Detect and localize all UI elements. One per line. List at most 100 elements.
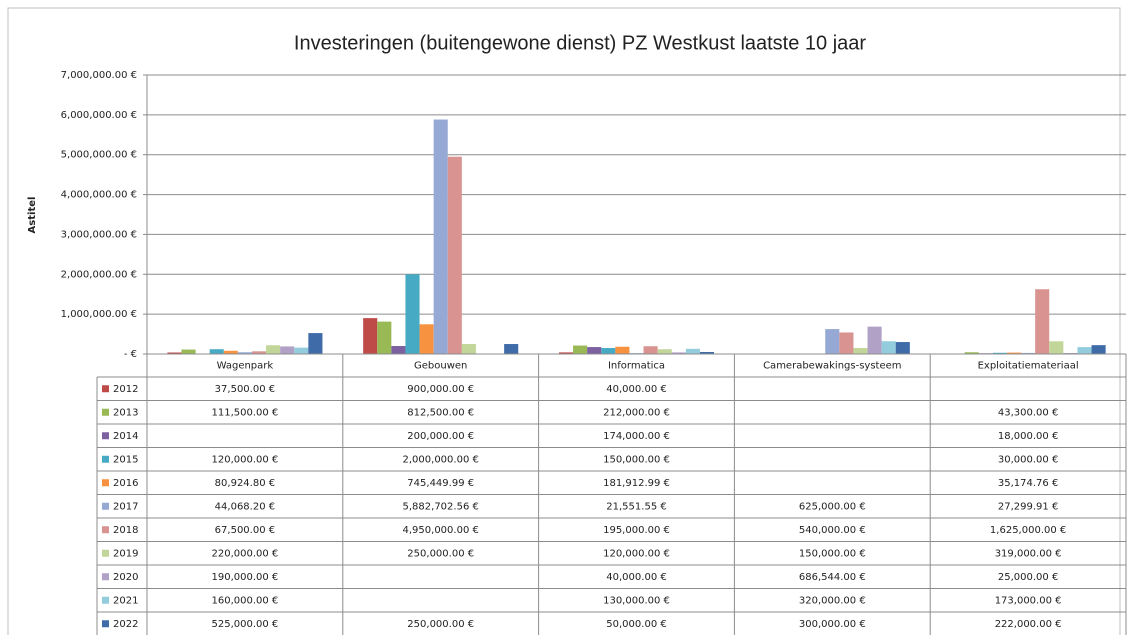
table-cell: 200,000.00 € [407,431,474,442]
y-tick-label: 2,000,000.00 € [61,269,137,280]
table-cell: 35,174.76 € [998,478,1058,489]
table-cell: 21,551.55 € [606,501,666,512]
bar [223,350,238,354]
x-tick-label: Informatica [608,361,665,372]
bar [853,348,868,354]
legend-key [102,549,109,557]
y-tick-label: 6,000,000.00 € [61,110,137,121]
y-tick-label: 1,000,000.00 € [61,309,137,320]
y-tick-label: 5,000,000.00 € [61,150,137,161]
bar [992,352,1007,354]
bar [419,324,434,354]
chart-frame [7,7,1121,635]
bar [671,352,686,354]
y-tick-label: 3,000,000.00 € [61,229,137,240]
bar [1021,352,1036,354]
legend-label: 2015 [113,454,138,465]
legend-label: 2022 [113,619,138,630]
bar [461,344,476,354]
bar [237,352,252,354]
table-cell: 5,882,702.56 € [403,501,479,512]
bar [867,326,882,354]
bar [251,351,267,354]
legend-key [102,620,109,628]
table-cell: 625,000.00 € [799,501,866,512]
legend-key [102,479,109,487]
legend-key [102,526,109,534]
table-cell: 300,000.00 € [799,619,866,630]
table-cell: 900,000.00 € [407,384,474,395]
table-cell: 40,000.00 € [606,572,666,583]
bar [1049,341,1064,354]
table-cell: 80,924.80 € [215,478,275,489]
bar [558,352,574,354]
x-tick-label: Camerabewakings-systeem [763,361,901,372]
y-tick-label: 7,000,000.00 € [61,70,137,81]
y-tick-label: 4,000,000.00 € [61,190,137,201]
legend-key [102,432,109,440]
bar [294,347,309,354]
legend-label: 2018 [113,525,138,536]
bar [167,352,182,354]
bar [447,156,462,354]
table-cell: 30,000.00 € [998,454,1058,465]
table-cell: 220,000.00 € [212,548,279,559]
x-tick-label: Wagenpark [217,361,274,372]
table-cell: 174,000.00 € [603,431,670,442]
bar [181,349,196,354]
bar [433,119,448,354]
table-cell: 150,000.00 € [799,548,866,559]
table-cell: 686,544.00 € [799,572,866,583]
legend-label: 2017 [113,501,138,512]
legend-label: 2020 [113,572,138,583]
table-cell: 181,912.99 € [603,478,670,489]
bar [825,329,840,354]
table-cell: 43,300.00 € [998,407,1058,418]
legend-key [102,596,109,604]
table-cell: 50,000.00 € [606,619,666,630]
bar [280,346,295,354]
bar [391,346,406,354]
legend-key [102,385,109,393]
bar [573,345,588,354]
bar [643,346,658,354]
legend-label: 2021 [113,595,138,606]
bar [405,274,420,354]
bar [1091,345,1106,354]
table-cell: 37,500.00 € [215,384,275,395]
bar [685,348,700,354]
table-cell: 150,000.00 € [603,454,670,465]
bar [504,344,519,354]
legend-key [102,408,109,416]
table-cell: 67,500.00 € [215,525,275,536]
table-cell: 120,000.00 € [212,454,279,465]
bar [699,352,715,354]
table-cell: 190,000.00 € [212,572,279,583]
legend-key [102,573,109,581]
bar [1077,347,1092,354]
table-cell: 812,500.00 € [407,407,474,418]
table-cell: 27,299.91 € [998,501,1058,512]
legend-key [102,502,109,510]
table-cell: 222,000.00 € [995,619,1062,630]
table-cell: 40,000.00 € [606,384,666,395]
legend-label: 2019 [113,548,138,559]
legend-key [102,455,109,463]
x-tick-label: Exploitatiemateriaal [978,361,1079,372]
table-cell: 173,000.00 € [995,595,1062,606]
table-cell: 18,000.00 € [998,431,1058,442]
table-cell: 44,068.20 € [215,501,275,512]
table-cell: 130,000.00 € [603,595,670,606]
bar [839,332,854,354]
table-cell: 120,000.00 € [603,548,670,559]
bar [964,352,979,354]
bar [615,346,630,354]
table-cell: 250,000.00 € [407,619,474,630]
bar [657,349,672,354]
y-tick-label: - € [124,349,137,360]
table-cell: 160,000.00 € [212,595,279,606]
bar [601,348,616,354]
bar [209,349,224,354]
bar [266,345,281,354]
